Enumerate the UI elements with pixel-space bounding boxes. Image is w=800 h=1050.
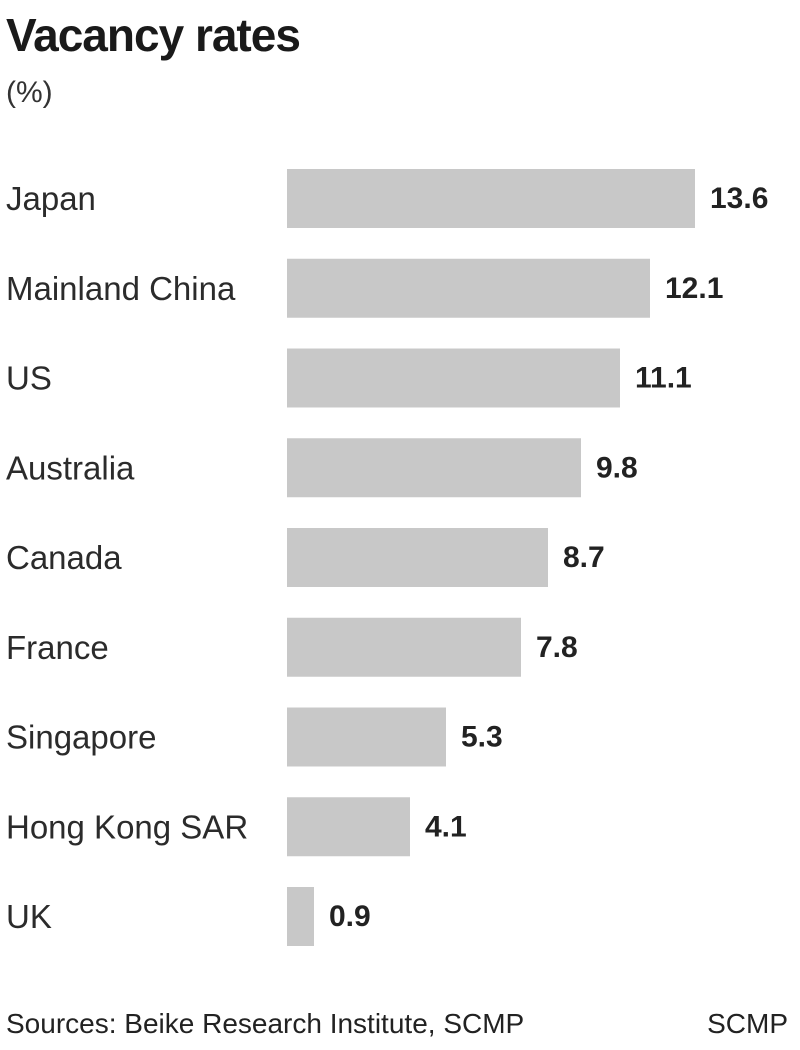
category-label: UK <box>6 898 52 935</box>
source-note: Sources: Beike Research Institute, SCMP <box>6 1008 525 1039</box>
bar <box>287 707 446 767</box>
category-label: Australia <box>6 449 135 486</box>
value-label: 13.6 <box>710 182 768 215</box>
category-label: Canada <box>6 539 122 576</box>
category-label: France <box>6 629 109 666</box>
bar <box>287 258 650 318</box>
category-label: Singapore <box>6 719 156 756</box>
value-label: 8.7 <box>563 541 605 574</box>
category-label: Mainland China <box>6 270 236 307</box>
bar <box>287 438 581 498</box>
bar <box>287 528 548 587</box>
bar <box>287 348 620 408</box>
bar <box>287 617 521 677</box>
brand-credit: SCMP <box>707 1008 788 1039</box>
value-label: 5.3 <box>461 721 503 754</box>
value-label: 4.1 <box>425 810 467 843</box>
chart-unit-label: (%) <box>6 76 53 109</box>
value-label: 0.9 <box>329 900 371 933</box>
bars-group: Japan 13.6 Mainland China 12.1 US 11.1 Austral… <box>6 169 768 946</box>
bar <box>287 887 314 946</box>
value-label: 11.1 <box>635 362 692 395</box>
category-label: US <box>6 360 52 397</box>
chart-title: Vacancy rates <box>6 9 301 61</box>
value-label: 12.1 <box>665 272 723 305</box>
value-label: 9.8 <box>596 451 638 484</box>
bar <box>287 169 695 228</box>
value-label: 7.8 <box>536 631 578 664</box>
category-label: Hong Kong SAR <box>6 808 248 845</box>
bar <box>287 797 410 857</box>
bar-chart: Japan 13.6 Mainland China 12.1 US 11.1 Austral… <box>6 169 768 946</box>
category-label: Japan <box>6 180 96 217</box>
